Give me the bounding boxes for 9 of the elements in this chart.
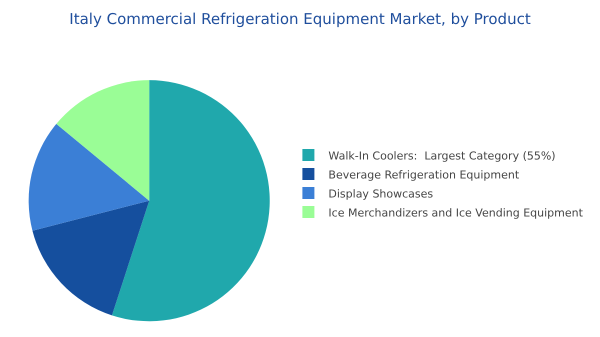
- legend-label: Ice Merchandizers and Ice Vending Equipment: [328, 206, 584, 220]
- pie-slice: [112, 80, 270, 322]
- legend-label: Walk-In Coolers: Largest Category (55%): [328, 149, 556, 162]
- chart-title: Italy Commercial Refrigeration Equipment Market, by Product: [69, 10, 531, 28]
- legend-label: Display Showcases: [328, 187, 434, 200]
- legend-label: Beverage Refrigeration Equipment: [328, 168, 520, 182]
- pie-slice: [56, 80, 150, 201]
- pie-slice: [32, 200, 150, 316]
- pie-slice: [28, 124, 150, 231]
